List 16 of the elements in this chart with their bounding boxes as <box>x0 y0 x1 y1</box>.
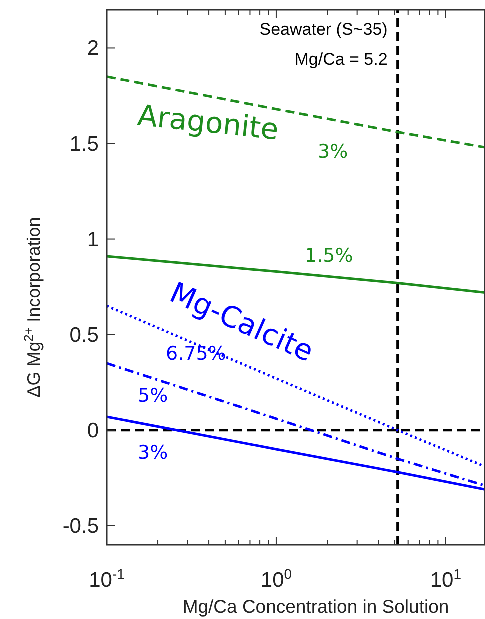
ref-line-label: Seawater (S~35) Mg/Ca = 5.2 <box>260 20 388 69</box>
series-label: 1.5% <box>305 245 354 267</box>
series-label: 3% <box>138 442 168 464</box>
y-tick-label: 1.5 <box>70 132 99 156</box>
annotation: Aragonite <box>136 98 280 147</box>
y-tick-label: -0.5 <box>62 514 99 538</box>
x-tick-label: 10$^{1}$ <box>430 566 462 592</box>
y-tick-label: 0.5 <box>70 324 99 347</box>
y-tick-label: 0 <box>87 419 99 442</box>
x-axis-title: Mg/Ca Concentration in Solution <box>182 596 450 617</box>
y-tick-label: 2 <box>87 37 99 60</box>
y-tick-label: 1 <box>87 228 99 252</box>
series-label: 3% <box>318 141 348 163</box>
x-tick-label: 10$^{-1}$ <box>89 566 126 592</box>
series-label: 5% <box>138 385 168 407</box>
x-tick-label: 10$^{0}$ <box>260 566 292 592</box>
